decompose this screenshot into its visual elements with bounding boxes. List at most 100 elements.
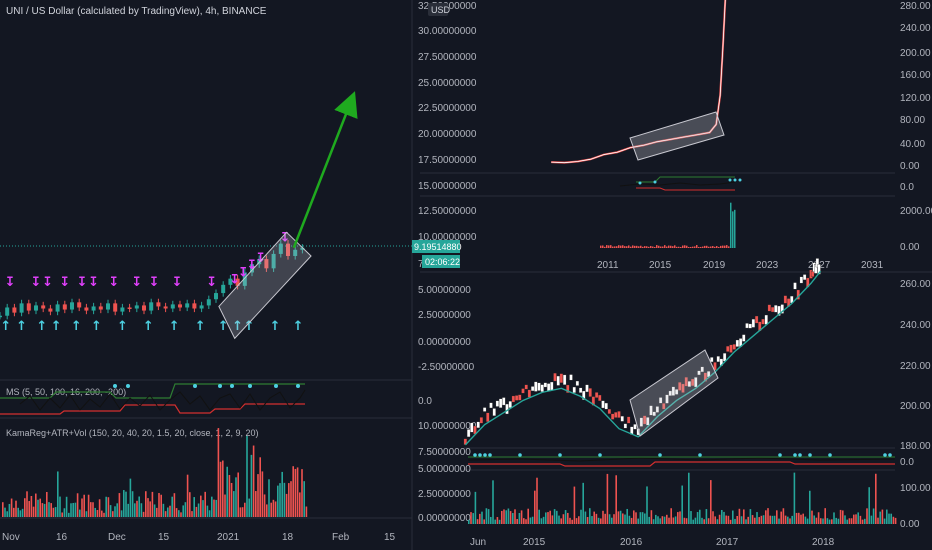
kama-bar — [19, 510, 22, 517]
kama-bar — [6, 511, 8, 517]
kama-bar — [206, 505, 209, 517]
kama-bar — [294, 468, 297, 517]
comparison-vol-tick: 100.00 — [900, 483, 931, 494]
kama-bar — [213, 499, 215, 517]
comparison-vol-bar — [661, 516, 664, 524]
inset-comparison: 260.00 240.00 220.00 200.00 180.00 0.0 1… — [463, 258, 931, 548]
kama-bar — [255, 491, 257, 517]
y-tick: -2.50000000 — [418, 362, 475, 373]
inset-vol-bar — [620, 245, 622, 248]
usd-label: USD — [431, 5, 451, 15]
inset-y-tick: 200.00 — [900, 48, 931, 59]
kama-bar — [186, 474, 189, 517]
comparison-vol-bar — [890, 513, 892, 524]
comparison-candle — [623, 423, 628, 429]
inset-vol-bar — [686, 245, 688, 248]
comparison-vol-bar — [571, 519, 573, 524]
kama-bar — [21, 508, 24, 517]
comparison-candle — [799, 276, 804, 284]
inset-vol-bar — [706, 245, 708, 248]
comparison-candle — [578, 387, 583, 393]
inset-volume-bars — [600, 202, 736, 248]
kama-bar — [158, 493, 160, 517]
candle-body — [134, 305, 139, 309]
candle-body — [48, 308, 53, 312]
comparison-vol-bar — [894, 517, 897, 524]
inset-vol-bar — [606, 245, 608, 248]
comparison-candle — [466, 429, 471, 438]
kama-bar — [37, 499, 39, 517]
comparison-candle — [617, 411, 621, 418]
kama-bar — [145, 491, 147, 517]
comparison-vol-bar — [586, 517, 589, 524]
kama-bar — [85, 511, 88, 517]
kama-bar — [219, 461, 222, 517]
kama-bar — [244, 502, 246, 517]
comparison-vol-bar — [831, 519, 833, 524]
sell-signal-icon: ↧ — [149, 275, 160, 290]
kama-bar — [46, 491, 48, 517]
comparison-vol-bar — [516, 518, 518, 524]
comparison-candle — [479, 417, 484, 424]
buy-signal-icon: ↑ — [117, 319, 128, 334]
comparison-candle — [783, 295, 788, 304]
sell-signal-icon: ↧ — [172, 275, 183, 290]
kama-bar — [61, 512, 63, 517]
kama-bar — [140, 503, 143, 517]
comparison-vol-bar — [589, 508, 591, 524]
comparison-candle — [626, 416, 631, 424]
x-tick: 16 — [56, 532, 68, 543]
comparison-vol-bar — [507, 508, 510, 524]
inset-y-tick: 80.00 — [900, 115, 925, 126]
candle-body — [26, 303, 31, 311]
comparison-candle — [530, 386, 535, 392]
inset-vol-bar — [638, 246, 640, 248]
comparison-vol-bar — [881, 509, 884, 524]
ms-red-line — [0, 403, 305, 415]
inset-x-tick: 2031 — [861, 260, 884, 271]
y-tick: 27.50000000 — [418, 52, 477, 63]
inset-ind-red — [636, 187, 735, 191]
inset-vol-bar — [674, 245, 676, 248]
comparison-vol-bar — [542, 516, 545, 524]
kama-bar — [191, 511, 193, 517]
inset-vol-bar — [626, 246, 628, 248]
comparison-candle — [495, 400, 500, 407]
inset-ind-tick: 0.0 — [900, 182, 914, 193]
comparison-vol-bar — [853, 514, 855, 524]
comparison-vol-bar — [712, 511, 714, 524]
kama-bar — [153, 504, 156, 517]
comparison-candle — [810, 270, 815, 277]
comparison-candle — [556, 375, 560, 386]
comparison-vol-bar — [518, 513, 521, 524]
sell-signal-icon: ↧ — [5, 275, 16, 290]
comparison-dot — [778, 453, 782, 457]
buy-signal-icon: ↑ — [270, 319, 281, 334]
inset-y-tick: 280.00 — [900, 1, 931, 12]
inset-ind-dots — [638, 178, 742, 185]
comparison-candle — [777, 305, 781, 316]
comparison-vol-bar — [868, 487, 870, 524]
comparison-vol-bar — [659, 518, 661, 524]
comparison-candle — [668, 390, 672, 396]
comparison-vol-bar — [481, 511, 483, 524]
comparison-vol-bar — [606, 473, 609, 524]
comparison-vol-bar — [628, 515, 631, 524]
kama-bar — [230, 482, 233, 517]
comparison-vol-bar — [800, 514, 802, 524]
comparison-vol-bar — [738, 508, 741, 524]
sell-signal-icon: ↧ — [108, 275, 119, 290]
comparison-vol-bar — [584, 511, 587, 524]
candle-body — [106, 303, 110, 310]
kama-bar — [180, 512, 182, 517]
comparison-candle — [550, 381, 554, 391]
candle-body — [0, 315, 2, 318]
candle-body — [221, 284, 226, 294]
inset-vol-bar — [602, 245, 604, 248]
comparison-vol-bar — [879, 511, 881, 524]
x-tick: 2021 — [217, 532, 240, 543]
kama-bar — [208, 510, 211, 517]
comparison-candle — [534, 381, 538, 392]
kama-bar — [301, 469, 303, 517]
